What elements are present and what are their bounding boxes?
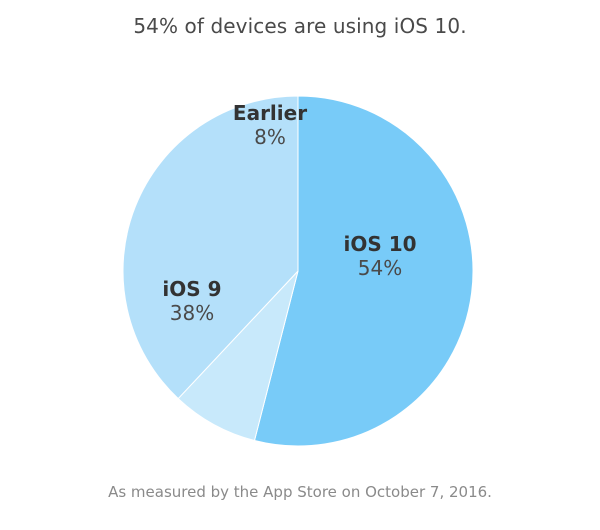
slice-name: iOS 9	[162, 277, 222, 301]
slice-label-ios-10: iOS 10 54%	[320, 232, 440, 280]
slice-value: 38%	[169, 301, 215, 325]
chart-title: 54% of devices are using iOS 10.	[133, 14, 467, 38]
footnote: As measured by the App Store on October …	[108, 483, 492, 501]
slice-label-earlier: Earlier 8%	[210, 101, 330, 149]
slice-name: iOS 10	[343, 232, 417, 256]
pie-slice-ios-10	[253, 95, 474, 447]
slice-value: 8%	[254, 125, 286, 149]
slice-label-ios-9: iOS 9 38%	[132, 277, 252, 325]
slice-name: Earlier	[232, 101, 308, 125]
slice-value: 54%	[357, 256, 403, 280]
pie-slice-ios-9	[122, 95, 299, 400]
